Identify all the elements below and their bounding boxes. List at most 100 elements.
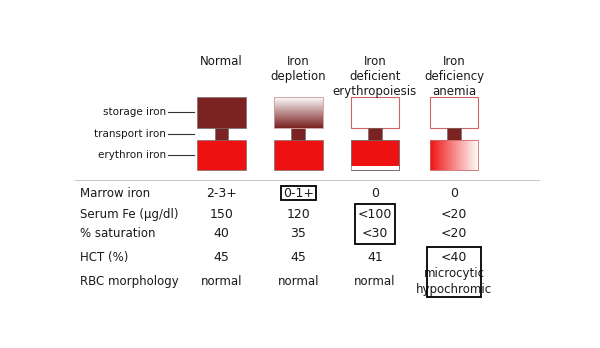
- Bar: [350, 166, 400, 171]
- Bar: [274, 108, 323, 109]
- Bar: [368, 127, 382, 140]
- Bar: [437, 140, 438, 171]
- Text: storage iron: storage iron: [103, 107, 166, 117]
- Bar: [274, 107, 323, 108]
- Bar: [274, 103, 323, 104]
- Bar: [441, 140, 442, 171]
- Bar: [466, 140, 467, 171]
- Bar: [350, 97, 400, 127]
- Bar: [460, 140, 461, 171]
- Bar: [447, 127, 461, 140]
- Bar: [274, 115, 323, 116]
- Text: 45: 45: [214, 251, 229, 264]
- Bar: [443, 140, 445, 171]
- Text: Marrow iron: Marrow iron: [80, 187, 150, 200]
- Text: erythron iron: erythron iron: [98, 150, 166, 160]
- Text: 41: 41: [367, 251, 383, 264]
- Bar: [274, 126, 323, 127]
- Bar: [274, 99, 323, 100]
- Bar: [467, 140, 468, 171]
- Bar: [438, 140, 439, 171]
- Bar: [473, 140, 475, 171]
- Bar: [435, 140, 436, 171]
- Bar: [471, 140, 472, 171]
- Bar: [274, 107, 323, 108]
- Bar: [274, 122, 323, 123]
- Bar: [453, 140, 454, 171]
- Text: Iron
deficient
erythropoiesis: Iron deficient erythropoiesis: [333, 55, 417, 98]
- Bar: [475, 140, 476, 171]
- Text: Iron
depletion: Iron depletion: [271, 55, 326, 83]
- Bar: [431, 140, 432, 171]
- Bar: [274, 105, 323, 106]
- Bar: [448, 140, 449, 171]
- Bar: [274, 115, 323, 116]
- Bar: [274, 98, 323, 99]
- Bar: [452, 140, 453, 171]
- Bar: [274, 121, 323, 122]
- Bar: [274, 121, 323, 122]
- Bar: [274, 97, 323, 98]
- Bar: [461, 140, 462, 171]
- Bar: [274, 118, 323, 119]
- Bar: [274, 103, 323, 104]
- Text: Normal: Normal: [200, 55, 243, 68]
- Text: microcytic
hypochromic: microcytic hypochromic: [416, 267, 492, 296]
- Bar: [458, 140, 460, 171]
- Bar: [274, 100, 323, 101]
- Bar: [469, 140, 470, 171]
- Text: <40: <40: [441, 251, 467, 264]
- Text: 45: 45: [290, 251, 306, 264]
- Bar: [463, 140, 464, 171]
- Bar: [478, 140, 479, 171]
- Bar: [274, 97, 323, 127]
- Bar: [197, 97, 246, 127]
- Bar: [274, 140, 323, 171]
- Bar: [274, 124, 323, 125]
- Bar: [274, 110, 323, 111]
- Text: <30: <30: [362, 227, 388, 240]
- Text: 35: 35: [290, 227, 306, 240]
- Bar: [274, 106, 323, 107]
- Bar: [461, 140, 463, 171]
- Bar: [440, 140, 442, 171]
- Bar: [431, 140, 433, 171]
- Text: normal: normal: [354, 275, 395, 288]
- Bar: [274, 108, 323, 109]
- Bar: [274, 113, 323, 114]
- Bar: [464, 140, 466, 171]
- Bar: [472, 140, 473, 171]
- Bar: [440, 140, 441, 171]
- Bar: [433, 140, 434, 171]
- Bar: [437, 140, 439, 171]
- Bar: [274, 114, 323, 115]
- Bar: [448, 140, 449, 171]
- Bar: [465, 140, 466, 171]
- Bar: [274, 119, 323, 120]
- Bar: [439, 140, 440, 171]
- Bar: [436, 140, 437, 171]
- Bar: [430, 140, 431, 171]
- Bar: [274, 96, 323, 97]
- Bar: [274, 111, 323, 112]
- Text: <20: <20: [441, 208, 467, 221]
- Bar: [445, 140, 446, 171]
- Bar: [274, 110, 323, 111]
- Bar: [274, 119, 323, 120]
- Bar: [291, 127, 305, 140]
- Bar: [447, 140, 448, 171]
- Bar: [476, 140, 478, 171]
- Bar: [463, 140, 464, 171]
- Bar: [197, 140, 246, 171]
- Text: 40: 40: [214, 227, 229, 240]
- Bar: [430, 97, 478, 127]
- Bar: [274, 126, 323, 127]
- Bar: [449, 140, 450, 171]
- Bar: [274, 125, 323, 126]
- Bar: [274, 112, 323, 113]
- Text: <20: <20: [441, 227, 467, 240]
- Bar: [472, 140, 473, 171]
- Text: Iron
deficiency
anemia: Iron deficiency anemia: [424, 55, 484, 98]
- Bar: [430, 140, 431, 171]
- Bar: [476, 140, 477, 171]
